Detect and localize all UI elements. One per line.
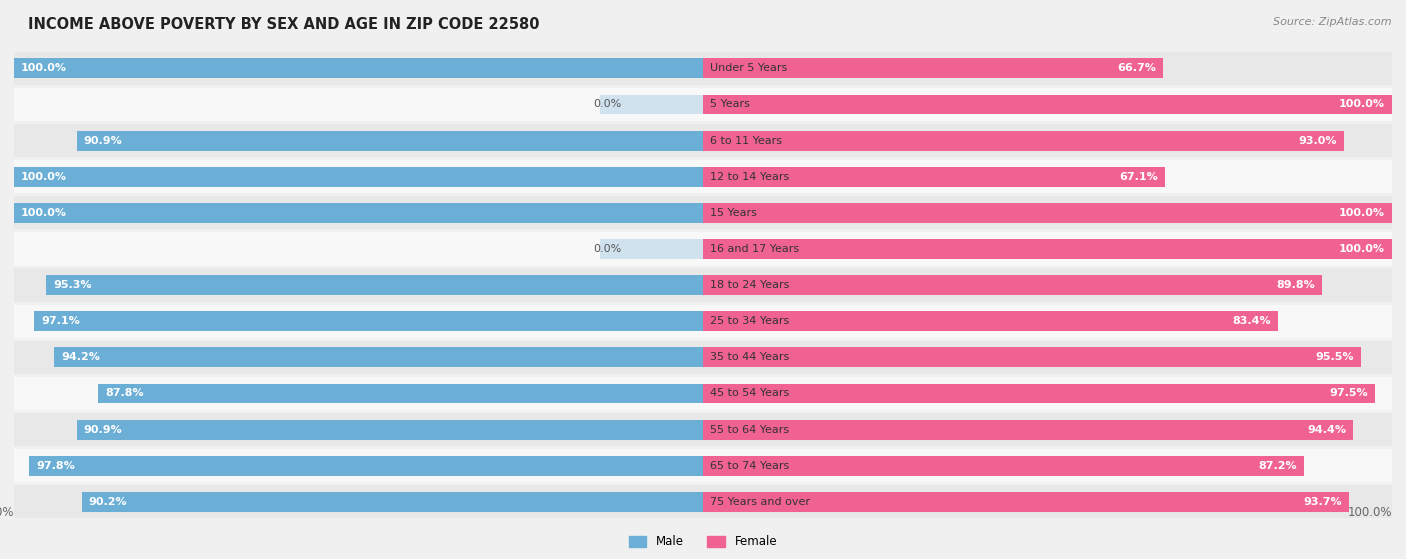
Text: 95.5%: 95.5% <box>1316 352 1354 362</box>
Bar <box>703 233 1392 266</box>
Bar <box>703 485 1392 518</box>
Bar <box>77 131 703 150</box>
Text: 94.2%: 94.2% <box>60 352 100 362</box>
Text: 75 Years and over: 75 Years and over <box>710 497 810 507</box>
Legend: Male, Female: Male, Female <box>624 530 782 553</box>
Bar <box>599 239 703 259</box>
Bar <box>14 268 703 302</box>
Bar <box>703 377 1392 410</box>
Text: 15 Years: 15 Years <box>710 208 756 218</box>
Text: 16 and 17 Years: 16 and 17 Years <box>710 244 799 254</box>
Text: 5 Years: 5 Years <box>710 100 749 110</box>
Text: 87.2%: 87.2% <box>1258 461 1296 471</box>
Bar <box>14 88 703 121</box>
Text: 100.0%: 100.0% <box>21 172 67 182</box>
Text: Under 5 Years: Under 5 Years <box>710 63 787 73</box>
Bar <box>14 203 703 223</box>
Bar <box>703 59 1163 78</box>
Text: 97.5%: 97.5% <box>1329 389 1368 399</box>
Text: 55 to 64 Years: 55 to 64 Years <box>710 425 789 434</box>
Bar <box>14 341 703 374</box>
Bar <box>703 449 1392 482</box>
Bar <box>703 52 1392 85</box>
Text: 100.0%: 100.0% <box>1347 506 1392 519</box>
Text: Source: ZipAtlas.com: Source: ZipAtlas.com <box>1274 17 1392 27</box>
Text: 100.0%: 100.0% <box>1339 244 1385 254</box>
Bar <box>14 305 703 338</box>
Bar <box>703 160 1392 193</box>
Bar <box>14 160 703 193</box>
Bar <box>703 131 1344 150</box>
Bar <box>14 196 703 229</box>
Text: 93.0%: 93.0% <box>1298 136 1337 145</box>
Bar <box>599 94 703 115</box>
Bar <box>14 377 703 410</box>
Bar <box>703 239 1392 259</box>
Text: 100.0%: 100.0% <box>21 63 67 73</box>
Bar <box>14 124 703 157</box>
Bar <box>703 305 1392 338</box>
Bar <box>703 420 1354 439</box>
Bar <box>703 275 1322 295</box>
Bar <box>14 167 703 187</box>
Bar <box>30 456 703 476</box>
Text: 90.2%: 90.2% <box>89 497 127 507</box>
Text: 100.0%: 100.0% <box>1339 100 1385 110</box>
Bar <box>53 347 703 367</box>
Text: 66.7%: 66.7% <box>1116 63 1156 73</box>
Text: 95.3%: 95.3% <box>53 280 91 290</box>
Text: 97.8%: 97.8% <box>37 461 75 471</box>
Bar <box>77 420 703 439</box>
Bar <box>34 311 703 331</box>
Text: 87.8%: 87.8% <box>105 389 143 399</box>
Text: 12 to 14 Years: 12 to 14 Years <box>710 172 789 182</box>
Text: 100.0%: 100.0% <box>1339 208 1385 218</box>
Bar <box>703 413 1392 446</box>
Bar <box>703 203 1392 223</box>
Bar <box>46 275 703 295</box>
Bar <box>98 383 703 404</box>
Text: 89.8%: 89.8% <box>1277 280 1315 290</box>
Bar <box>14 449 703 482</box>
Bar <box>703 383 1375 404</box>
Bar <box>703 94 1392 115</box>
Text: 90.9%: 90.9% <box>83 425 122 434</box>
Text: 90.9%: 90.9% <box>83 136 122 145</box>
Text: 100.0%: 100.0% <box>21 208 67 218</box>
Bar <box>703 492 1348 511</box>
Text: 0.0%: 0.0% <box>593 244 621 254</box>
Bar <box>703 456 1303 476</box>
Bar <box>14 485 703 518</box>
Text: 100.0%: 100.0% <box>0 506 14 519</box>
Text: 65 to 74 Years: 65 to 74 Years <box>710 461 789 471</box>
Text: INCOME ABOVE POVERTY BY SEX AND AGE IN ZIP CODE 22580: INCOME ABOVE POVERTY BY SEX AND AGE IN Z… <box>28 17 540 32</box>
Text: 0.0%: 0.0% <box>593 100 621 110</box>
Bar <box>703 196 1392 229</box>
Bar <box>14 413 703 446</box>
Text: 94.4%: 94.4% <box>1308 425 1347 434</box>
Bar <box>703 167 1166 187</box>
Bar <box>14 52 703 85</box>
Text: 93.7%: 93.7% <box>1303 497 1341 507</box>
Text: 25 to 34 Years: 25 to 34 Years <box>710 316 789 326</box>
Text: 18 to 24 Years: 18 to 24 Years <box>710 280 789 290</box>
Bar <box>82 492 703 511</box>
Bar <box>703 347 1361 367</box>
Bar <box>703 88 1392 121</box>
Bar <box>703 341 1392 374</box>
Text: 45 to 54 Years: 45 to 54 Years <box>710 389 789 399</box>
Bar <box>14 233 703 266</box>
Text: 67.1%: 67.1% <box>1119 172 1159 182</box>
Text: 97.1%: 97.1% <box>41 316 80 326</box>
Text: 83.4%: 83.4% <box>1232 316 1271 326</box>
Bar <box>703 124 1392 157</box>
Bar <box>14 59 703 78</box>
Text: 35 to 44 Years: 35 to 44 Years <box>710 352 789 362</box>
Bar <box>703 268 1392 302</box>
Bar <box>703 311 1278 331</box>
Text: 6 to 11 Years: 6 to 11 Years <box>710 136 782 145</box>
